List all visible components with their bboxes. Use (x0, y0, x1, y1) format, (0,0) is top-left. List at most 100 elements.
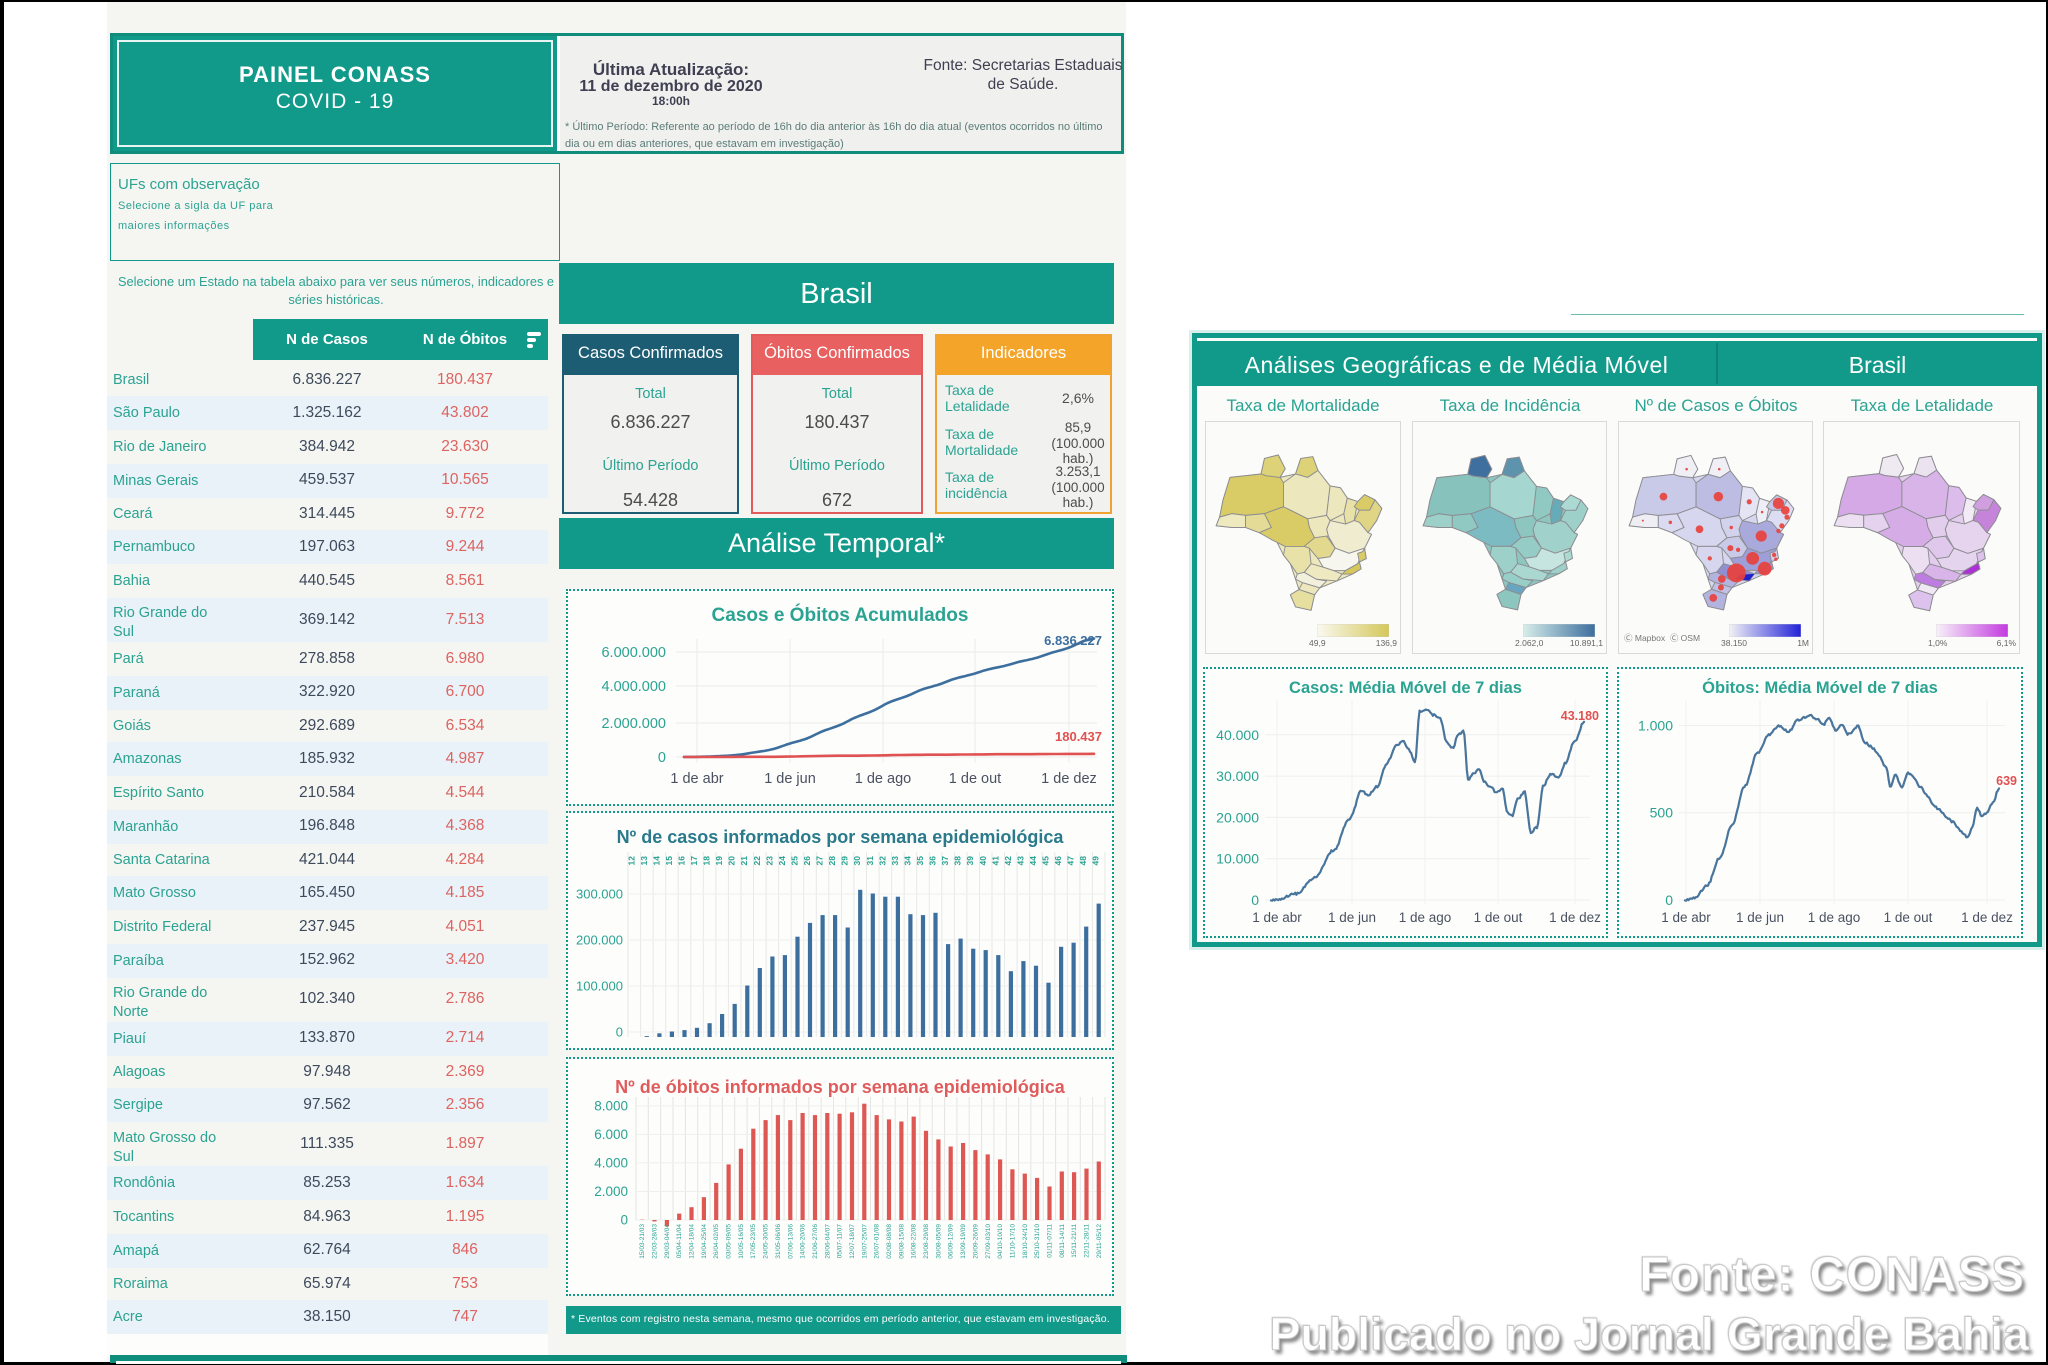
svg-text:22/11-28/11: 22/11-28/11 (1084, 1224, 1091, 1258)
svg-text:6.000: 6.000 (594, 1127, 628, 1142)
svg-text:31/05-06/06: 31/05-06/06 (775, 1224, 782, 1259)
svg-text:43.180: 43.180 (1561, 709, 1599, 723)
svg-text:1 de dez: 1 de dez (1549, 910, 1601, 925)
svg-text:1 de dez: 1 de dez (1961, 910, 2013, 925)
svg-text:1 de out: 1 de out (949, 771, 1001, 787)
svg-text:30.000: 30.000 (1216, 768, 1259, 784)
svg-text:28/06-04/07: 28/06-04/07 (824, 1224, 831, 1259)
svg-text:27: 27 (815, 856, 825, 866)
svg-text:34: 34 (902, 856, 912, 866)
svg-text:09/08-15/08: 09/08-15/08 (898, 1224, 905, 1259)
svg-text:18/10-24/10: 18/10-24/10 (1022, 1224, 1029, 1259)
svg-text:25: 25 (790, 856, 800, 866)
svg-text:100.000: 100.000 (576, 979, 623, 994)
svg-text:19: 19 (714, 856, 724, 866)
svg-text:43: 43 (1015, 856, 1025, 866)
svg-text:14/06-20/06: 14/06-20/06 (800, 1224, 807, 1259)
svg-text:15/11-21/11: 15/11-21/11 (1071, 1224, 1078, 1258)
svg-text:05/07-11/07: 05/07-11/07 (837, 1224, 844, 1259)
svg-text:0: 0 (1665, 892, 1673, 908)
svg-text:639: 639 (1996, 774, 2017, 788)
svg-text:02/08-08/08: 02/08-08/08 (886, 1224, 893, 1259)
svg-text:05/04-11/04: 05/04-11/04 (676, 1224, 683, 1259)
svg-text:17: 17 (689, 856, 699, 866)
svg-text:1 de abr: 1 de abr (1252, 910, 1302, 925)
svg-text:18: 18 (702, 856, 712, 866)
svg-text:26/07-01/08: 26/07-01/08 (874, 1224, 881, 1259)
svg-text:31: 31 (865, 856, 875, 866)
svg-text:1 de dez: 1 de dez (1041, 771, 1097, 787)
svg-text:11/10-17/10: 11/10-17/10 (1009, 1224, 1016, 1259)
svg-text:30/08-05/09: 30/08-05/09 (935, 1224, 942, 1259)
svg-text:15/03-21/03: 15/03-21/03 (639, 1224, 646, 1259)
svg-text:23/08-29/08: 23/08-29/08 (923, 1224, 930, 1259)
svg-text:27/09-03/10: 27/09-03/10 (985, 1224, 992, 1259)
svg-text:28: 28 (827, 856, 837, 866)
svg-text:13: 13 (639, 856, 649, 866)
svg-text:03/05-09/05: 03/05-09/05 (726, 1224, 733, 1259)
svg-text:25/10-31/10: 25/10-31/10 (1034, 1224, 1041, 1259)
svg-text:19/07-25/07: 19/07-25/07 (861, 1224, 868, 1259)
svg-text:22/03-28/03: 22/03-28/03 (652, 1224, 659, 1259)
svg-text:15: 15 (664, 856, 674, 866)
svg-text:1 de ago: 1 de ago (1399, 910, 1452, 925)
svg-text:47: 47 (1066, 856, 1076, 866)
svg-text:30: 30 (852, 856, 862, 866)
svg-text:1 de jun: 1 de jun (1736, 910, 1784, 925)
svg-text:300.000: 300.000 (576, 887, 623, 902)
svg-text:17/05-23/05: 17/05-23/05 (750, 1224, 757, 1259)
svg-text:180.437: 180.437 (1055, 729, 1102, 744)
svg-text:41: 41 (990, 856, 1000, 866)
svg-text:1 de abr: 1 de abr (1661, 910, 1711, 925)
svg-text:12/04-18/04: 12/04-18/04 (689, 1224, 696, 1259)
svg-text:23: 23 (764, 856, 774, 866)
svg-text:07/06-13/06: 07/06-13/06 (787, 1224, 794, 1259)
svg-text:39: 39 (965, 856, 975, 866)
svg-text:1 de ago: 1 de ago (855, 771, 911, 787)
svg-text:4.000.000: 4.000.000 (601, 679, 666, 695)
svg-text:1 de abr: 1 de abr (670, 771, 723, 787)
svg-text:10/05-16/05: 10/05-16/05 (738, 1224, 745, 1259)
svg-text:0: 0 (1251, 892, 1259, 908)
svg-text:0: 0 (616, 1025, 623, 1040)
svg-text:4.000: 4.000 (594, 1155, 628, 1170)
svg-text:24: 24 (777, 856, 787, 866)
svg-text:14: 14 (651, 856, 661, 866)
svg-text:0: 0 (658, 750, 666, 766)
svg-text:32: 32 (877, 856, 887, 866)
svg-text:1 de out: 1 de out (1474, 910, 1523, 925)
svg-text:16: 16 (677, 856, 687, 866)
svg-text:44: 44 (1028, 856, 1038, 866)
svg-text:36: 36 (928, 856, 938, 866)
svg-text:21/06-27/06: 21/06-27/06 (812, 1224, 819, 1259)
svg-text:20/09-26/09: 20/09-26/09 (972, 1224, 979, 1259)
svg-text:8.000: 8.000 (594, 1098, 628, 1113)
svg-text:33: 33 (890, 856, 900, 866)
svg-text:22: 22 (752, 856, 762, 866)
svg-text:21: 21 (739, 856, 749, 866)
svg-text:2.000.000: 2.000.000 (601, 716, 666, 732)
svg-text:1 de ago: 1 de ago (1808, 910, 1861, 925)
svg-text:45: 45 (1041, 856, 1051, 866)
svg-text:2.000: 2.000 (594, 1184, 628, 1199)
svg-text:19/04-25/04: 19/04-25/04 (701, 1224, 708, 1259)
svg-text:1 de jun: 1 de jun (1328, 910, 1376, 925)
svg-text:20: 20 (727, 856, 737, 866)
svg-text:40: 40 (978, 856, 988, 866)
svg-text:6.000.000: 6.000.000 (601, 645, 666, 661)
svg-text:26/04-02/05: 26/04-02/05 (713, 1224, 720, 1259)
svg-text:24/05-30/05: 24/05-30/05 (763, 1224, 770, 1259)
svg-text:6.836.227: 6.836.227 (1044, 633, 1102, 648)
svg-text:29/11-05/12: 29/11-05/12 (1096, 1224, 1103, 1259)
svg-text:48: 48 (1078, 856, 1088, 866)
svg-text:13/09-19/09: 13/09-19/09 (960, 1224, 967, 1259)
svg-text:26: 26 (802, 856, 812, 866)
svg-text:0: 0 (620, 1213, 628, 1228)
svg-text:1 de out: 1 de out (1884, 910, 1933, 925)
svg-text:37: 37 (940, 856, 950, 866)
svg-text:10.000: 10.000 (1216, 851, 1259, 867)
svg-text:12: 12 (626, 856, 636, 866)
svg-text:40.000: 40.000 (1216, 727, 1259, 743)
svg-text:200.000: 200.000 (576, 933, 623, 948)
svg-text:01/11-07/11: 01/11-07/11 (1047, 1224, 1054, 1258)
